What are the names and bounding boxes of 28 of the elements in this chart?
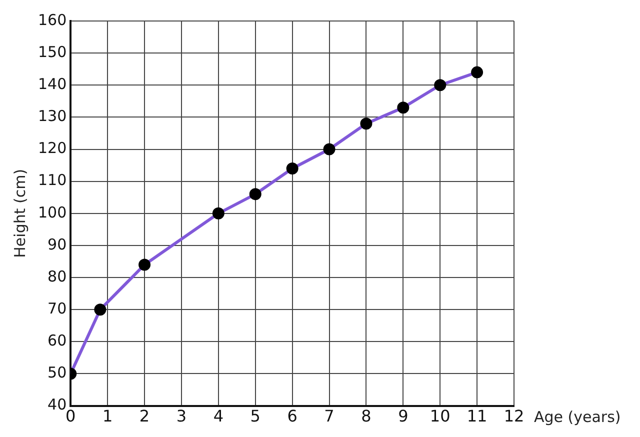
x-tick-label: 6 (287, 406, 298, 426)
x-tick-label: 2 (139, 406, 150, 426)
x-tick-label: 12 (504, 406, 524, 426)
y-tick-label: 90 (48, 235, 67, 254)
y-tick-label: 40 (48, 396, 67, 414)
x-tick-label: 5 (250, 406, 260, 426)
y-tick-label: 80 (48, 267, 67, 286)
y-tick-label: 140 (38, 75, 67, 94)
x-tick-label: 7 (324, 406, 334, 426)
y-axis-title: Height (cm) (10, 168, 29, 258)
x-tick-label: 1 (102, 406, 113, 426)
x-tick-label: 10 (430, 406, 450, 426)
y-tick-label: 130 (38, 107, 67, 126)
x-tick-label: 11 (466, 406, 488, 426)
x-tick-label: 3 (176, 406, 187, 426)
y-tick-label: 100 (38, 203, 67, 222)
x-axis-title: Age (years) (534, 408, 621, 426)
y-tick-label: 60 (48, 332, 67, 350)
y-tick-label: 70 (48, 299, 67, 318)
x-tick-label: 0 (66, 406, 76, 426)
y-tick-label: 120 (38, 139, 67, 158)
x-tick-label: 4 (213, 406, 224, 426)
y-tick-label: 110 (38, 171, 67, 190)
y-tick-label: 50 (48, 364, 67, 382)
y-tick-label: 160 (38, 10, 67, 29)
x-tick-label: 9 (398, 406, 408, 426)
y-tick-label: 150 (38, 42, 67, 61)
x-tick-label: 8 (361, 406, 372, 426)
